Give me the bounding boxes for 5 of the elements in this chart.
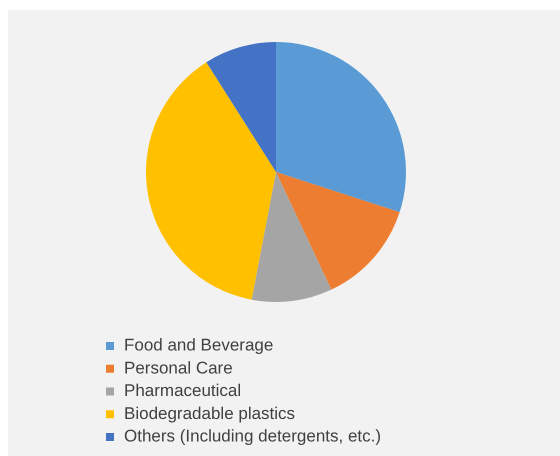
legend-label: Pharmaceutical xyxy=(124,381,242,400)
legend-label: Personal Care xyxy=(124,358,233,378)
legend-label: Food and Beverage xyxy=(124,336,274,355)
legend-label: Biodegradable plastics xyxy=(124,404,296,423)
legend-label: Others (Including detergents, etc.) xyxy=(124,426,382,446)
